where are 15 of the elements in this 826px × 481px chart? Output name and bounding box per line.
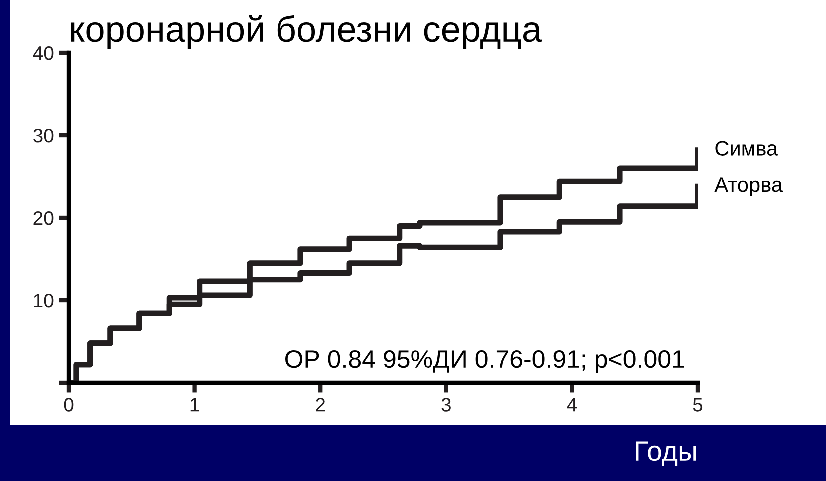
x-tick-label: 4 [567,398,578,412]
chart-title: коронарной болезни сердца [71,15,542,50]
x-tick-label: 1 [190,398,200,412]
y-tick-label: 30 [34,128,54,143]
x-tick-label: 5 [693,398,703,412]
x-axis-title: Годы [636,442,696,466]
series-label: Аторва [714,178,783,196]
x-tick-label: 3 [442,398,451,412]
x-tick-label: 2 [316,398,326,412]
annotation: ОР 0.84 95%ДИ 0.76-0.91; p<0.001 [285,350,684,374]
x-tick-label: 0 [64,398,74,412]
y-tick-label: 10 [34,294,54,308]
y-tick-label: 20 [34,211,54,226]
series-label: Симва [716,141,778,156]
y-tick-label: 40 [33,46,54,60]
